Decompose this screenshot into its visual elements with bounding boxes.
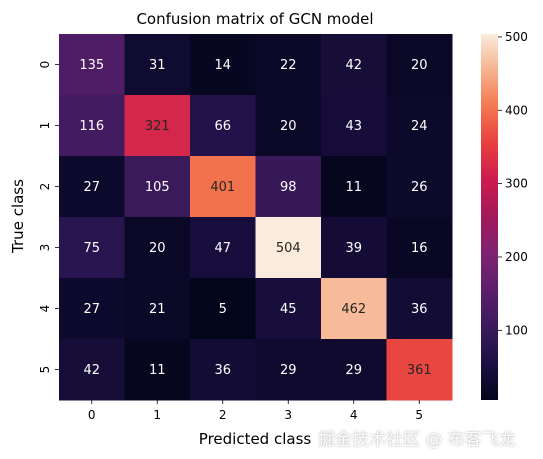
- chart-title: Confusion matrix of GCN model: [136, 10, 373, 28]
- watermark-text: 掘金技术社区 @ 布客飞龙: [318, 430, 516, 450]
- heatmap-cell: [59, 156, 125, 218]
- heatmap-cell: [59, 95, 125, 157]
- cell-value-label: 27: [83, 302, 100, 317]
- heatmap-cell: [386, 95, 453, 157]
- x-tick-label: 2: [219, 408, 227, 422]
- cell-value-label: 47: [214, 241, 231, 256]
- cell-value-label: 14: [214, 58, 231, 73]
- cell-value-label: 11: [345, 180, 362, 195]
- cell-value-label: 39: [345, 241, 362, 256]
- x-axis-label: Predicted class: [199, 430, 312, 448]
- cell-value-label: 16: [411, 241, 428, 256]
- cell-value-label: 66: [214, 119, 231, 134]
- heatmap-cell: [386, 278, 453, 340]
- cell-value-label: 20: [149, 241, 166, 256]
- heatmap-cell: [255, 156, 322, 218]
- x-tick-label: 3: [284, 408, 292, 422]
- cell-value-label: 116: [79, 119, 104, 134]
- colorbar-tick-label: 200: [505, 250, 528, 264]
- cell-value-label: 42: [83, 363, 100, 378]
- heatmap-cell: [190, 95, 256, 157]
- heatmap-cell: [59, 34, 125, 96]
- heatmap-cell: [255, 34, 322, 96]
- cell-value-label: 135: [79, 58, 104, 73]
- heatmap-cell: [321, 34, 387, 96]
- heatmap-cell: [190, 339, 256, 401]
- cell-value-label: 21: [149, 302, 166, 317]
- heatmap-cell: [190, 156, 256, 218]
- cell-value-label: 20: [280, 119, 297, 134]
- colorbar-tick-label: 500: [505, 30, 528, 44]
- y-tick-label: 5: [38, 366, 52, 374]
- heatmap-cell: [124, 34, 191, 96]
- cell-value-label: 504: [276, 241, 301, 256]
- cell-value-label: 22: [280, 58, 297, 73]
- heatmap-cell: [321, 95, 387, 157]
- heatmap-cell: [59, 217, 125, 279]
- x-tick-label: 4: [350, 408, 358, 422]
- cell-value-label: 36: [214, 363, 231, 378]
- cell-value-label: 26: [411, 180, 428, 195]
- y-tick-label: 0: [38, 61, 52, 69]
- y-tick-label: 3: [38, 244, 52, 252]
- heatmap-cell: [124, 339, 191, 401]
- heatmap-cell: [255, 339, 322, 401]
- heatmap-cell: [124, 278, 191, 340]
- heatmap-cell: [255, 95, 322, 157]
- y-tick-label: 2: [38, 183, 52, 191]
- cell-value-label: 321: [145, 119, 170, 134]
- cell-value-label: 45: [280, 302, 297, 317]
- y-axis-label: True class: [9, 179, 27, 254]
- cell-value-label: 29: [345, 363, 362, 378]
- heatmap-cell: [321, 156, 387, 218]
- colorbar: [481, 34, 498, 400]
- heatmap-cell: [321, 217, 387, 279]
- cell-value-label: 24: [411, 119, 428, 134]
- x-tick-label: 1: [153, 408, 161, 422]
- cell-value-label: 105: [145, 180, 170, 195]
- heatmap-cell: [321, 339, 387, 401]
- cell-value-label: 361: [407, 363, 432, 378]
- heatmap-cell: [59, 339, 125, 401]
- y-tick-label: 1: [38, 122, 52, 130]
- cell-value-label: 27: [83, 180, 100, 195]
- heatmap-cell: [124, 217, 191, 279]
- cell-value-label: 5: [219, 302, 227, 317]
- colorbar-tick-label: 400: [505, 103, 528, 117]
- cell-value-label: 11: [149, 363, 166, 378]
- heatmap-cell: [255, 278, 322, 340]
- heatmap-cell: [124, 156, 191, 218]
- heatmap-cell: [59, 278, 125, 340]
- heatmap-cell: [190, 217, 256, 279]
- cell-value-label: 31: [149, 58, 166, 73]
- heatmap-cell: [386, 339, 453, 401]
- cell-value-label: 29: [280, 363, 297, 378]
- cell-value-label: 462: [341, 302, 366, 317]
- heatmap-cell: [255, 217, 322, 279]
- x-tick-label: 5: [415, 408, 423, 422]
- heatmap-cell: [321, 278, 387, 340]
- cell-value-label: 20: [411, 58, 428, 73]
- cell-value-label: 401: [210, 180, 235, 195]
- y-tick-label: 4: [38, 305, 52, 313]
- heatmap-cell: [190, 34, 256, 96]
- cell-value-label: 75: [83, 241, 100, 256]
- heatmap-cell: [124, 95, 191, 157]
- heatmap-cell: [386, 156, 453, 218]
- colorbar-tick-label: 300: [505, 177, 528, 191]
- colorbar-tick-label: 100: [505, 323, 528, 337]
- heatmap-cell: [190, 278, 256, 340]
- heatmap-cell: [386, 217, 453, 279]
- x-tick-label: 0: [88, 408, 96, 422]
- cell-value-label: 43: [345, 119, 362, 134]
- cell-value-label: 98: [280, 180, 297, 195]
- cell-value-label: 36: [411, 302, 428, 317]
- heatmap-cell: [386, 34, 453, 96]
- cell-value-label: 42: [345, 58, 362, 73]
